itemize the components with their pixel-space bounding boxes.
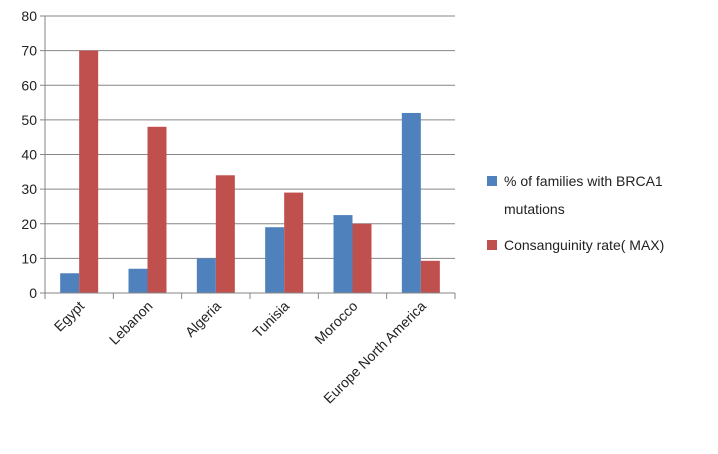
y-tick-label: 70 (21, 43, 37, 59)
bar-consanguinity-algeria (215, 175, 235, 293)
bar-consanguinity-lebanon (147, 126, 167, 293)
legend-label-brca1: % of families with BRCA1 (504, 173, 663, 189)
y-tick-label: 20 (21, 216, 37, 232)
y-tick-label: 50 (21, 112, 37, 128)
y-tick-label: 40 (21, 147, 37, 163)
legend: % of families with BRCA1 mutations Consang… (487, 173, 664, 253)
y-tick-label: 10 (21, 250, 37, 266)
bars (60, 50, 440, 293)
bar-brca1-lebanon (128, 268, 148, 293)
y-axis-tick-labels: 0 10 20 30 40 50 60 70 80 (21, 8, 37, 301)
y-tick-label: 80 (21, 8, 37, 24)
axes (40, 15, 456, 299)
x-axis-tick-labels: Egypt Lebanon Algeria Tunisia MoroccoEurope … (51, 298, 429, 407)
gridlines (45, 15, 455, 259)
bar-brca1-egypt (60, 273, 80, 293)
bar-consanguinity-egypt (79, 50, 99, 293)
legend-swatch-consanguinity (487, 240, 497, 250)
bar-consanguinity-tunisia (284, 192, 304, 293)
x-tick-label-tunisia: Tunisia (249, 298, 292, 341)
x-tick-label-egypt: Egypt (51, 298, 88, 335)
bar-brca1-tunisia (265, 227, 285, 293)
legend-swatch-brca1 (487, 176, 497, 186)
y-tick-label: 0 (29, 285, 37, 301)
y-tick-label: 30 (21, 181, 37, 197)
y-tick-label: 60 (21, 77, 37, 93)
legend-label-consanguinity: Consanguinity rate( MAX) (504, 237, 664, 253)
bar-brca1-europe-north-america (401, 112, 421, 293)
bar-consanguinity-europe-north-america (420, 260, 440, 293)
x-tick-label-morocco: Morocco (311, 298, 360, 347)
bar-brca1-morocco (333, 215, 353, 293)
bar-consanguinity-morocco (352, 223, 372, 293)
x-tick-label-algeria: Algeria (182, 298, 224, 340)
legend-label-brca1: mutations (504, 201, 565, 217)
bar-brca1-algeria (196, 258, 216, 293)
x-tick-label-lebanon: Lebanon (106, 298, 156, 348)
